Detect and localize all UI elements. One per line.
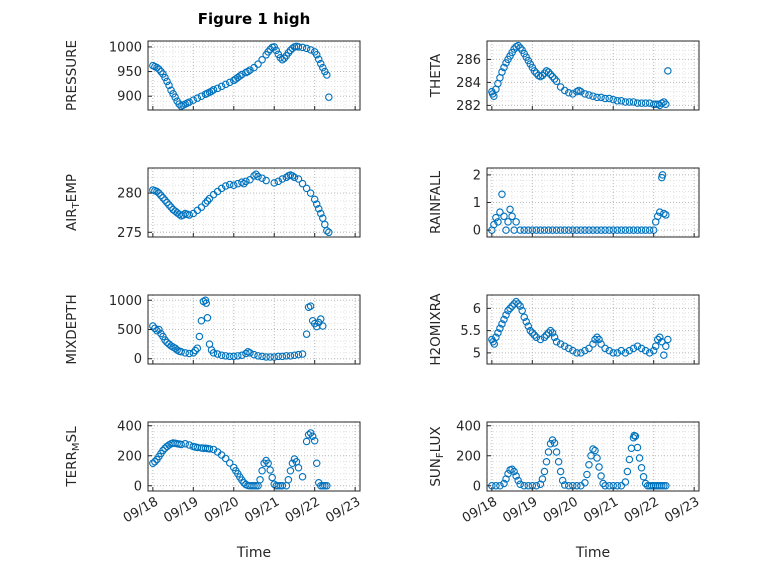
major-grid: [487, 422, 699, 491]
svg-text:200: 200: [456, 449, 481, 464]
axes-box: [147, 421, 361, 492]
y-tick-labels: 275 280: [117, 187, 142, 241]
data-points: [488, 297, 672, 359]
data-points: [488, 431, 670, 490]
tick-marks: [148, 192, 356, 237]
subplot-sun-flux: 0 200 400 09/18 09/19 09/20 09/21 09/22 09/23 Tim…: [428, 419, 702, 561]
svg-text:286: 286: [456, 53, 481, 68]
major-grid: [148, 422, 360, 491]
subplot-air-temp: 275 280 AIRTEMP: [64, 167, 361, 241]
axes-box: [147, 40, 361, 111]
data-points: [149, 42, 333, 110]
axes-box: [486, 40, 700, 111]
y-axis-label: AIRTEMP: [64, 174, 82, 231]
svg-text:282: 282: [456, 99, 481, 114]
svg-text:09/19: 09/19: [161, 494, 201, 526]
svg-text:1000: 1000: [109, 294, 142, 309]
svg-text:0: 0: [134, 479, 142, 494]
x-axis-label: Time: [575, 545, 610, 561]
y-axis-label: THETA: [428, 53, 444, 98]
svg-text:09/19: 09/19: [500, 494, 540, 526]
svg-text:400: 400: [117, 419, 142, 434]
svg-text:09/21: 09/21: [581, 494, 621, 526]
y-tick-labels: 0 500 1000: [109, 294, 142, 367]
figure-title: Figure 1 high: [197, 10, 311, 28]
svg-text:500: 500: [117, 323, 142, 338]
y-axis-label: SUNFLUX: [428, 426, 446, 486]
svg-text:0: 0: [473, 224, 481, 239]
tick-marks: [487, 425, 695, 491]
svg-text:09/18: 09/18: [460, 494, 500, 526]
svg-text:1000: 1000: [109, 40, 142, 55]
x-axis-label: Time: [236, 545, 271, 561]
svg-text:09/20: 09/20: [202, 494, 242, 526]
svg-text:900: 900: [117, 90, 142, 105]
svg-text:284: 284: [456, 76, 481, 91]
y-axis-label: MIXDEPTH: [64, 294, 80, 364]
svg-text:2: 2: [473, 168, 481, 183]
svg-text:275: 275: [117, 226, 142, 241]
svg-text:1: 1: [473, 196, 481, 211]
tick-marks: [148, 46, 356, 110]
minor-grid: [487, 422, 699, 491]
y-axis-label: RAINFALL: [428, 171, 444, 234]
svg-text:5: 5: [473, 346, 481, 361]
x-tick-labels: 09/18 09/19 09/20 09/21 09/22 09/23: [460, 494, 702, 526]
svg-text:09/22: 09/22: [622, 494, 662, 526]
major-grid: [487, 295, 699, 364]
y-tick-labels: 282 284 286: [456, 53, 481, 114]
major-grid: [487, 168, 699, 237]
svg-text:200: 200: [117, 449, 142, 464]
axes-box: [486, 294, 700, 365]
svg-text:09/22: 09/22: [283, 494, 323, 526]
data-points: [149, 429, 331, 490]
subplot-theta: 282 284 286 THETA: [428, 40, 700, 114]
subplot-mixdepth: 0 500 1000 MIXDEPTH: [64, 294, 361, 367]
tick-marks: [148, 299, 356, 364]
svg-text:400: 400: [456, 419, 481, 434]
major-grid: [148, 295, 360, 364]
subplot-terr-msl: 0 200 400 09/18 09/19 09/20 09/21 09/22 09/23 Tim…: [64, 419, 363, 561]
y-tick-labels: 0 200 400: [456, 419, 481, 494]
x-tick-labels: 09/18 09/19 09/20 09/21 09/22 09/23: [121, 494, 363, 526]
data-points: [149, 170, 333, 237]
minor-grid: [148, 168, 360, 237]
y-axis-label: PRESSURE: [64, 40, 80, 111]
svg-text:09/20: 09/20: [541, 494, 581, 526]
axes-box: [147, 167, 361, 238]
svg-text:09/21: 09/21: [242, 494, 282, 526]
data-points: [488, 41, 672, 110]
tick-marks: [487, 174, 695, 237]
svg-text:6: 6: [473, 302, 481, 317]
minor-grid: [148, 422, 360, 491]
y-tick-labels: 0 200 400: [117, 419, 142, 494]
axes-box: [486, 421, 700, 492]
subplot-rainfall: 0 1 2 RAINFALL: [428, 167, 700, 239]
svg-text:0: 0: [473, 479, 481, 494]
y-axis-label: TERRMSL: [64, 426, 82, 488]
major-grid: [148, 41, 360, 110]
y-tick-labels: 900 950 1000: [109, 40, 142, 104]
svg-text:09/23: 09/23: [662, 494, 702, 526]
subplot-pressure: 900 950 1000 PRESSURE: [64, 40, 361, 111]
svg-text:5.5: 5.5: [460, 324, 481, 339]
y-axis-label: H2OMIXRA: [428, 293, 444, 366]
data-points: [488, 171, 670, 234]
tick-marks: [487, 307, 695, 364]
svg-text:09/23: 09/23: [323, 494, 363, 526]
svg-text:09/18: 09/18: [121, 494, 161, 526]
data-points: [149, 296, 327, 361]
tick-marks: [148, 425, 356, 491]
svg-text:950: 950: [117, 65, 142, 80]
tick-marks: [487, 58, 695, 110]
y-tick-labels: 55.56: [460, 302, 481, 362]
y-tick-labels: 0 1 2: [473, 168, 481, 238]
svg-text:280: 280: [117, 187, 142, 202]
major-grid: [148, 168, 360, 237]
svg-text:0: 0: [134, 352, 142, 367]
